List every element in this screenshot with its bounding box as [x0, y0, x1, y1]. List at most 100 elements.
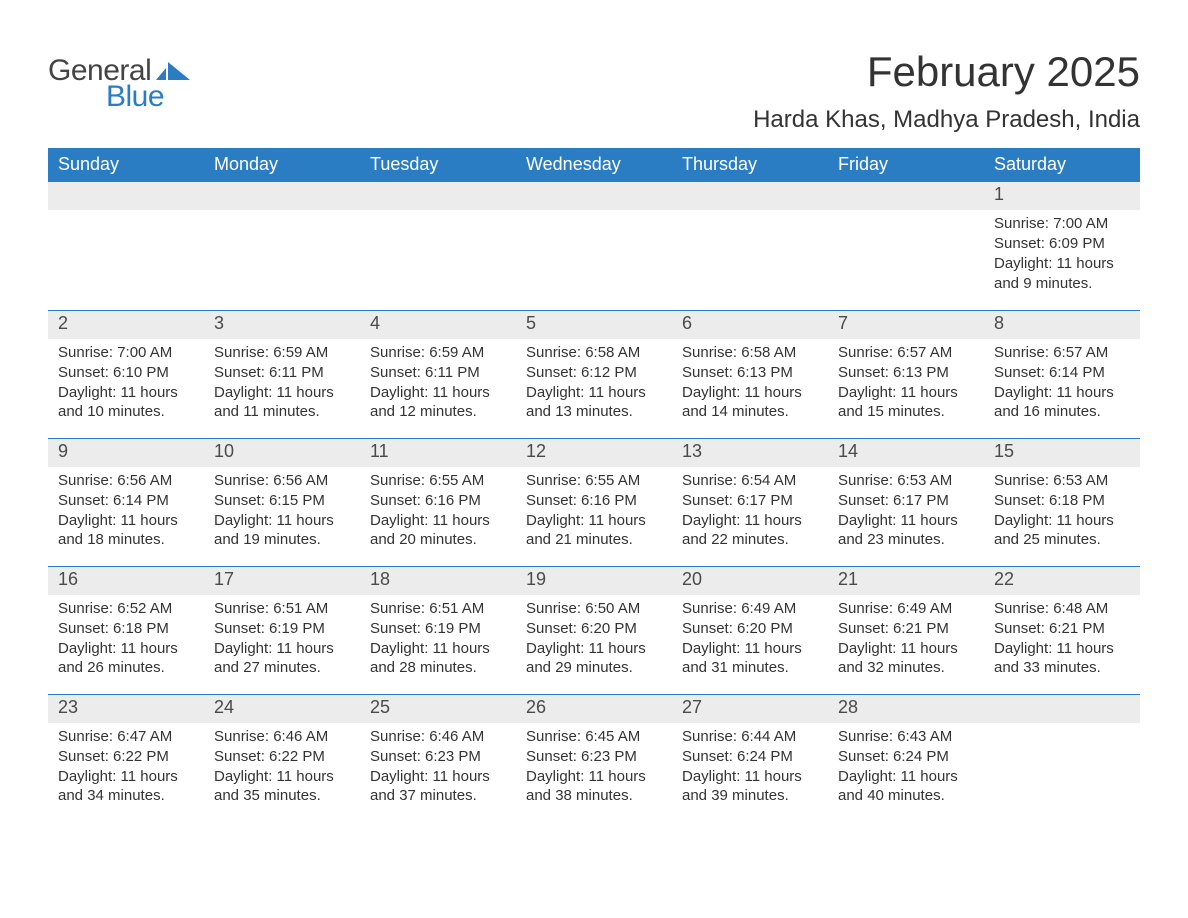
sunset-text: Sunset: 6:22 PM: [58, 747, 194, 767]
sunrise-text: Sunrise: 6:55 AM: [370, 471, 506, 491]
sunrise-text: Sunrise: 7:00 AM: [994, 214, 1130, 234]
sunrise-text: Sunrise: 6:45 AM: [526, 727, 662, 747]
day-cell: Sunrise: 6:53 AMSunset: 6:17 PMDaylight:…: [828, 467, 984, 566]
sunrise-text: Sunrise: 6:52 AM: [58, 599, 194, 619]
day-cell: Sunrise: 6:45 AMSunset: 6:23 PMDaylight:…: [516, 723, 672, 822]
sunrise-text: Sunrise: 6:50 AM: [526, 599, 662, 619]
daylight-text: Daylight: 11 hours and 32 minutes.: [838, 639, 974, 679]
day-cell: [204, 210, 360, 310]
daylight-text: Daylight: 11 hours and 15 minutes.: [838, 383, 974, 423]
weekday-header: Wednesday: [516, 148, 672, 182]
sunset-text: Sunset: 6:24 PM: [838, 747, 974, 767]
day-number: 25: [360, 695, 516, 723]
day-number: 9: [48, 439, 204, 467]
daylight-text: Daylight: 11 hours and 11 minutes.: [214, 383, 350, 423]
sunset-text: Sunset: 6:22 PM: [214, 747, 350, 767]
brand-logo: General Blue: [48, 48, 190, 114]
day-number: 24: [204, 695, 360, 723]
sunset-text: Sunset: 6:21 PM: [994, 619, 1130, 639]
day-cell: Sunrise: 6:46 AMSunset: 6:23 PMDaylight:…: [360, 723, 516, 822]
sunrise-text: Sunrise: 6:57 AM: [994, 343, 1130, 363]
day-cell: Sunrise: 6:57 AMSunset: 6:13 PMDaylight:…: [828, 339, 984, 438]
sunset-text: Sunset: 6:24 PM: [682, 747, 818, 767]
day-number: 12: [516, 439, 672, 467]
daylight-text: Daylight: 11 hours and 21 minutes.: [526, 511, 662, 551]
sunrise-text: Sunrise: 6:46 AM: [214, 727, 350, 747]
sunrise-text: Sunrise: 6:48 AM: [994, 599, 1130, 619]
sunset-text: Sunset: 6:23 PM: [370, 747, 506, 767]
day-number: 7: [828, 311, 984, 339]
page-header: General Blue February 2025 Harda Khas, M…: [48, 48, 1140, 134]
week-row: 1Sunrise: 7:00 AMSunset: 6:09 PMDaylight…: [48, 182, 1140, 310]
daylight-text: Daylight: 11 hours and 28 minutes.: [370, 639, 506, 679]
day-cell: [516, 210, 672, 310]
week-body-row: Sunrise: 7:00 AMSunset: 6:10 PM Daylight:…: [48, 339, 1140, 438]
day-cell: [48, 210, 204, 310]
sunrise-text: Sunrise: 6:59 AM: [370, 343, 506, 363]
sunrise-text: Sunrise: 6:59 AM: [214, 343, 350, 363]
day-number: [984, 695, 1140, 723]
day-number: 15: [984, 439, 1140, 467]
daylight-text: Daylight: 11 hours and 33 minutes.: [994, 639, 1130, 679]
day-cell: Sunrise: 6:54 AMSunset: 6:17 PMDaylight:…: [672, 467, 828, 566]
sunset-text: Sunset: 6:10 PM: [58, 363, 194, 383]
title-block: February 2025 Harda Khas, Madhya Pradesh…: [753, 48, 1140, 134]
sunset-text: Sunset: 6:19 PM: [214, 619, 350, 639]
day-cell: [828, 210, 984, 310]
weekday-header: Tuesday: [360, 148, 516, 182]
day-cell: Sunrise: 6:55 AMSunset: 6:16 PMDaylight:…: [516, 467, 672, 566]
day-cell: Sunrise: 6:52 AMSunset: 6:18 PMDaylight:…: [48, 595, 204, 694]
week-body-row: Sunrise: 6:52 AMSunset: 6:18 PMDaylight:…: [48, 595, 1140, 694]
day-cell: [672, 210, 828, 310]
daylight-text: Daylight: 11 hours and 27 minutes.: [214, 639, 350, 679]
sunrise-text: Sunrise: 6:57 AM: [838, 343, 974, 363]
sunset-text: Sunset: 6:14 PM: [994, 363, 1130, 383]
daylight-text: Daylight: 11 hours and 12 minutes.: [370, 383, 506, 423]
day-number: 4: [360, 311, 516, 339]
daylight-text: Daylight: 11 hours and 14 minutes.: [682, 383, 818, 423]
day-number: 27: [672, 695, 828, 723]
weekday-header: Thursday: [672, 148, 828, 182]
daynum-band: 16171819202122: [48, 567, 1140, 595]
day-cell: Sunrise: 6:49 AMSunset: 6:21 PMDaylight:…: [828, 595, 984, 694]
day-number: [48, 182, 204, 210]
sunrise-text: Sunrise: 6:51 AM: [214, 599, 350, 619]
daylight-text: Daylight: 11 hours and 31 minutes.: [682, 639, 818, 679]
daylight-text: Daylight: 11 hours and 19 minutes.: [214, 511, 350, 551]
week-row: 16171819202122Sunrise: 6:52 AMSunset: 6:…: [48, 566, 1140, 694]
day-cell: Sunrise: 6:58 AMSunset: 6:12 PMDaylight:…: [516, 339, 672, 438]
day-cell: Sunrise: 6:44 AMSunset: 6:24 PMDaylight:…: [672, 723, 828, 822]
sunrise-text: Sunrise: 6:56 AM: [214, 471, 350, 491]
day-number: 28: [828, 695, 984, 723]
weekday-header: Monday: [204, 148, 360, 182]
day-cell: Sunrise: 6:51 AMSunset: 6:19 PMDaylight:…: [204, 595, 360, 694]
day-cell: Sunrise: 6:43 AMSunset: 6:24 PMDaylight:…: [828, 723, 984, 822]
sunrise-text: Sunrise: 7:00 AM: [58, 343, 194, 363]
daylight-text: Daylight: 11 hours and 9 minutes.: [994, 254, 1130, 294]
day-number: [828, 182, 984, 210]
daylight-text: Daylight: 11 hours and 40 minutes.: [838, 767, 974, 807]
weeks-container: 1Sunrise: 7:00 AMSunset: 6:09 PMDaylight…: [48, 182, 1140, 822]
day-cell: Sunrise: 6:59 AMSunset: 6:11 PMDaylight:…: [204, 339, 360, 438]
day-cell: [360, 210, 516, 310]
day-number: 8: [984, 311, 1140, 339]
daylight-text: Daylight: 11 hours and 25 minutes.: [994, 511, 1130, 551]
sunrise-text: Sunrise: 6:58 AM: [682, 343, 818, 363]
week-row: 232425262728Sunrise: 6:47 AMSunset: 6:22…: [48, 694, 1140, 822]
day-cell: [984, 723, 1140, 822]
calendar: Sunday Monday Tuesday Wednesday Thursday…: [48, 148, 1140, 822]
week-body-row: Sunrise: 6:47 AMSunset: 6:22 PMDaylight:…: [48, 723, 1140, 822]
sunset-text: Sunset: 6:15 PM: [214, 491, 350, 511]
week-body-row: Sunrise: 6:56 AMSunset: 6:14 PMDaylight:…: [48, 467, 1140, 566]
day-number: 3: [204, 311, 360, 339]
sunset-text: Sunset: 6:18 PM: [994, 491, 1130, 511]
sunset-text: Sunset: 6:17 PM: [838, 491, 974, 511]
day-number: 5: [516, 311, 672, 339]
day-number: 22: [984, 567, 1140, 595]
daylight-text: Daylight: 11 hours and 29 minutes.: [526, 639, 662, 679]
location-subtitle: Harda Khas, Madhya Pradesh, India: [753, 106, 1140, 134]
day-cell: Sunrise: 6:53 AMSunset: 6:18 PMDaylight:…: [984, 467, 1140, 566]
day-cell: Sunrise: 6:56 AMSunset: 6:14 PMDaylight:…: [48, 467, 204, 566]
sunset-text: Sunset: 6:11 PM: [214, 363, 350, 383]
day-number: 1: [984, 182, 1140, 210]
